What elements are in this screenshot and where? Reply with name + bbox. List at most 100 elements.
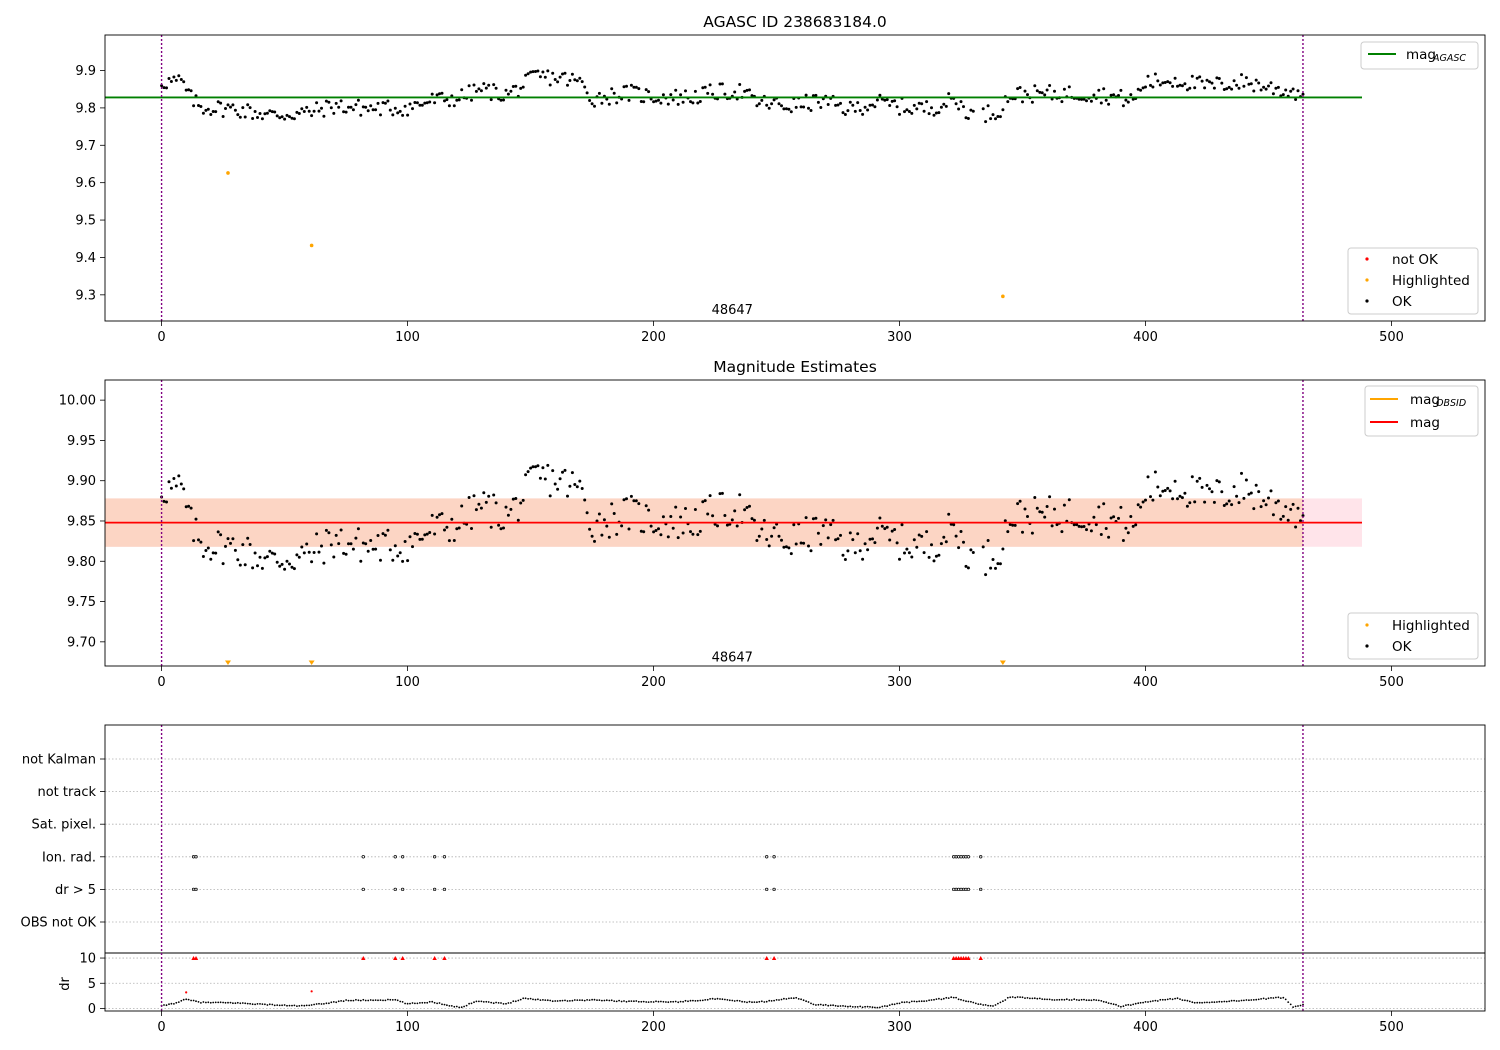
ok-point: [826, 536, 830, 540]
dr-point: [613, 1000, 616, 1002]
dr-point: [214, 1001, 217, 1004]
x-tick-label: 300: [887, 330, 912, 345]
legend-label-mag: mag: [1406, 47, 1436, 63]
ok-point: [836, 537, 840, 541]
flag-marker: [772, 855, 776, 859]
ok-point: [804, 93, 808, 97]
x-tick-label: 100: [395, 330, 420, 345]
ok-point: [354, 103, 358, 107]
dr-point: [1127, 1003, 1130, 1006]
ok-point: [748, 88, 751, 92]
ok-point: [964, 116, 968, 120]
ok-point: [917, 101, 921, 105]
ok-point: [836, 103, 840, 107]
ok-point: [162, 86, 166, 90]
ok-point: [248, 106, 252, 110]
ok-point: [428, 531, 432, 534]
flag-marker: [772, 887, 776, 892]
ok-point: [499, 98, 503, 102]
dr-point: [421, 1001, 424, 1004]
ok-point: [521, 498, 525, 502]
dr-point: [1125, 1004, 1127, 1006]
ok-point: [652, 100, 656, 104]
dr-point: [347, 999, 350, 1002]
ok-point: [1131, 524, 1135, 528]
dr-point: [1051, 999, 1053, 1001]
flag-marker: [442, 887, 447, 892]
dr-point: [687, 1000, 689, 1003]
flag-marker: [765, 855, 769, 859]
dr-point: [1058, 998, 1061, 1001]
dr-point: [699, 999, 702, 1002]
dr-point: [180, 999, 183, 1002]
ok-point: [969, 108, 973, 112]
ok-point: [455, 527, 459, 531]
ok-point: [470, 98, 473, 102]
ok-point: [243, 115, 247, 119]
dr-point: [359, 999, 362, 1002]
ok-point: [1060, 530, 1064, 534]
ok-point: [546, 69, 550, 73]
ok-point: [231, 103, 235, 107]
ok-point: [789, 110, 793, 114]
dr-point: [603, 999, 606, 1002]
dr-point: [278, 1004, 281, 1007]
ok-point: [1281, 93, 1285, 97]
ok-point: [406, 113, 410, 117]
ok-point: [369, 539, 373, 542]
legend-box: [1347, 612, 1479, 660]
ok-point: [1149, 495, 1152, 499]
dr-point: [701, 999, 704, 1002]
ok-point: [1161, 81, 1165, 85]
legend-label-sub: OBSID: [1436, 398, 1466, 409]
ok-point: [1257, 81, 1261, 85]
ok-point: [1284, 88, 1288, 92]
dr-point: [296, 1005, 298, 1007]
ok-point: [251, 566, 255, 570]
legend-marker-highlighted: [1365, 623, 1369, 627]
flag-marker: [361, 855, 365, 859]
ok-point: [536, 69, 540, 73]
ok-point: [320, 106, 323, 110]
dr-point: [1299, 1004, 1302, 1007]
ok-point: [1112, 93, 1116, 97]
ok-point: [349, 542, 353, 546]
ok-point: [858, 109, 862, 112]
y-tick-label: 10.00: [59, 394, 96, 409]
dr-point: [1216, 1001, 1218, 1003]
ok-point: [1284, 505, 1288, 509]
ok-point: [1048, 84, 1052, 87]
ok-point: [445, 98, 449, 102]
ok-point: [735, 524, 739, 528]
ok-point: [467, 84, 471, 88]
ok-point: [182, 487, 186, 491]
dr-point: [815, 1004, 817, 1006]
dr-point: [714, 998, 716, 1000]
ok-point: [1220, 81, 1224, 85]
ok-point: [526, 72, 530, 76]
x-tick-label: 500: [1379, 330, 1404, 345]
flag-row-label: dr > 5: [55, 883, 96, 898]
ok-point: [866, 548, 870, 552]
dr-point: [532, 998, 534, 1001]
dr-point: [861, 1006, 864, 1009]
ok-point: [403, 540, 407, 543]
ok-point: [351, 547, 355, 551]
ok-point: [1021, 530, 1024, 534]
ok-point: [1038, 90, 1042, 94]
ok-point: [174, 484, 178, 488]
dr-point: [332, 1001, 335, 1003]
dr-point: [1220, 1000, 1223, 1003]
ok-point: [784, 107, 788, 111]
dr-point: [970, 1000, 972, 1003]
ok-point: [622, 498, 626, 502]
ok-point: [1048, 495, 1052, 499]
ok-point: [1139, 505, 1143, 509]
dr-point: [581, 999, 584, 1002]
dr-point: [756, 1001, 758, 1004]
ok-point: [305, 105, 309, 109]
dr-point: [202, 1001, 205, 1003]
legend-marker-highlighted: [1365, 278, 1369, 282]
dr-point: [635, 1000, 638, 1002]
